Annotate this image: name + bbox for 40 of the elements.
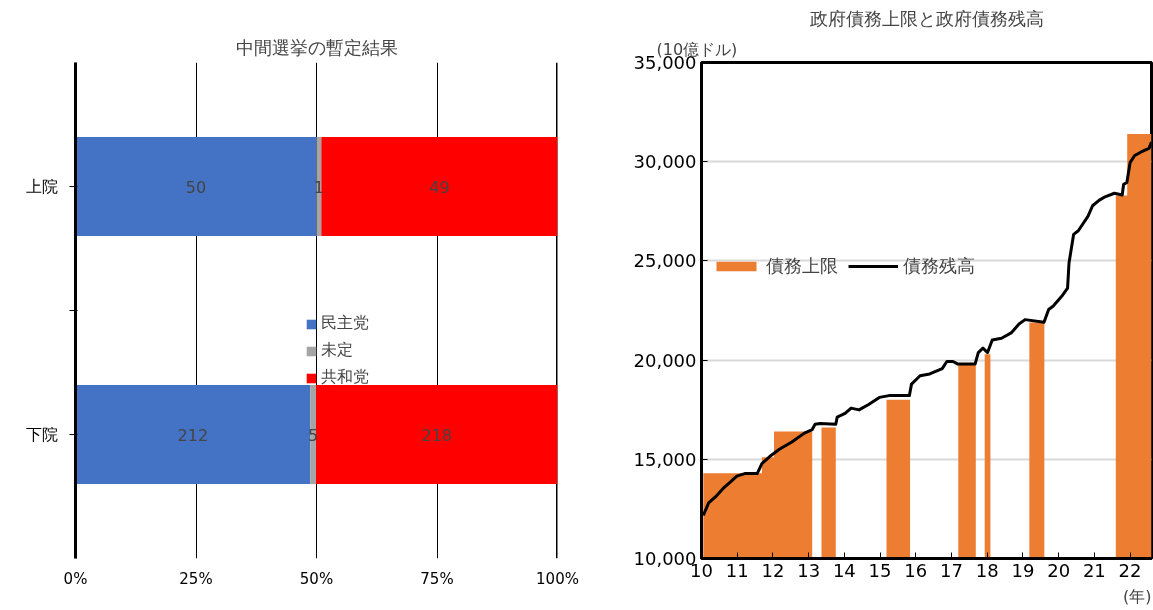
x-tick-label: 20	[1047, 559, 1071, 581]
x-tick-label: 50%	[299, 569, 334, 588]
x-tick-label: 25%	[179, 569, 213, 588]
legend-label: 未定	[321, 340, 353, 361]
legend-label: 債務上限	[766, 254, 838, 278]
legend-label: 債務残高	[903, 254, 975, 278]
y-tick-label: 30,000	[633, 151, 697, 173]
x-tick-label: 16	[904, 559, 928, 581]
y-tick-label: 下院	[25, 425, 58, 444]
x-tick-label: 75%	[420, 569, 454, 588]
bar	[75, 384, 311, 485]
annotation: 1	[313, 177, 325, 197]
chart-title: 政府債務上限と政府債務残高	[809, 7, 1044, 29]
annotation: 212	[177, 425, 209, 445]
x-axis-title: (年)	[1123, 586, 1152, 606]
x-tick-label: 0%	[63, 569, 88, 588]
y-tick-label: 25,000	[633, 250, 697, 272]
x-tick-label: 13	[797, 559, 821, 581]
x-tick-label: 22	[1118, 559, 1142, 581]
y-tick-label: 20,000	[633, 349, 697, 371]
chart-title: 中間選挙の暫定結果	[235, 36, 398, 58]
annotation: 50	[185, 177, 207, 197]
annotation: 49	[429, 177, 450, 197]
x-tick-label: 14	[832, 559, 856, 581]
legend-label: 共和党	[321, 367, 369, 388]
y-tick-label: 上院	[25, 177, 58, 196]
x-tick-label: 17	[940, 559, 963, 581]
bar	[75, 136, 317, 237]
legend-label: 民主党	[321, 313, 369, 334]
x-tick-label: 11	[725, 559, 749, 581]
x-tick-label: 21	[1082, 559, 1106, 581]
x-tick-label: 12	[761, 559, 785, 581]
x-tick-label: 100%	[536, 569, 579, 588]
annotation: 218	[421, 425, 453, 445]
bar	[321, 136, 558, 237]
y-tick-label: 15,000	[633, 448, 697, 470]
x-tick-label: 18	[975, 559, 999, 581]
bar	[316, 384, 558, 485]
x-tick-label: 15	[868, 559, 892, 581]
x-tick-label: 19	[1011, 559, 1035, 581]
